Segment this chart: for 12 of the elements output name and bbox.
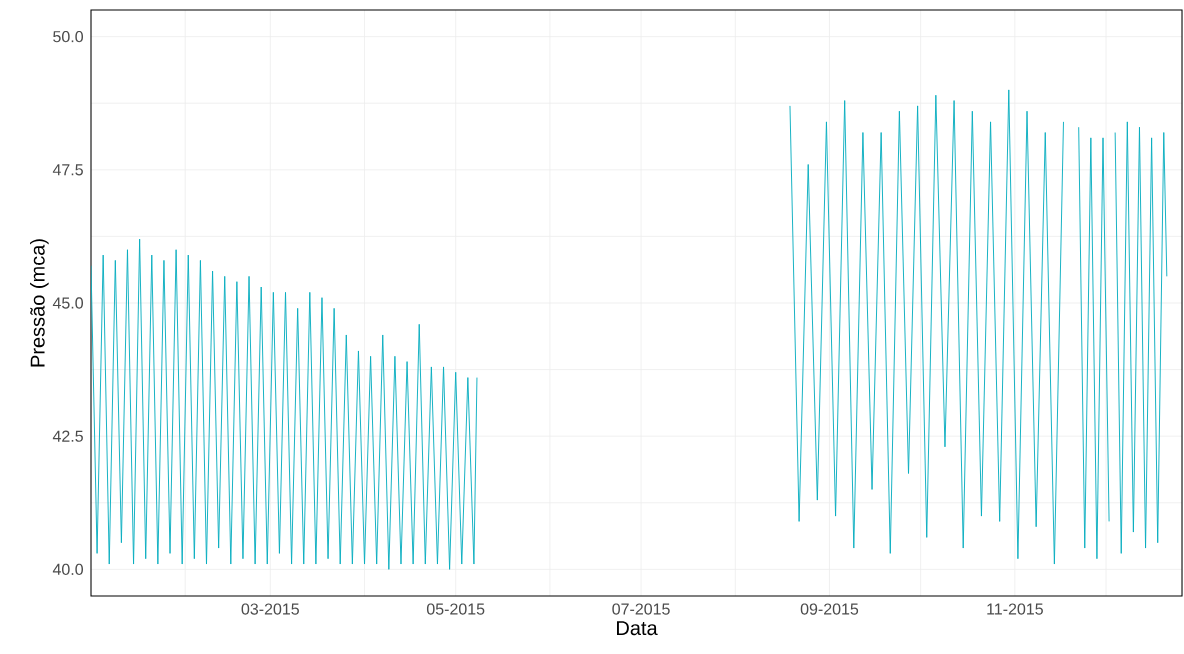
- y-tick-label: 40.0: [52, 563, 84, 576]
- y-axis-title: Pressão (mca): [30, 239, 49, 367]
- x-tick-label: 03-2015: [241, 603, 299, 615]
- x-tick-label: 11-2015: [987, 603, 1043, 615]
- y-tick-label: 45.0: [52, 297, 84, 309]
- x-tick-label: 05-2015: [426, 603, 485, 615]
- x-axis-title: Data: [617, 621, 658, 636]
- x-tick-label: 09-2015: [800, 603, 859, 615]
- y-tick-label: 50.0: [53, 30, 84, 43]
- y-tick-label: 42.5: [52, 430, 83, 442]
- y-tick-label: 47.5: [52, 164, 83, 176]
- x-tick-label: 07-2015: [612, 603, 670, 615]
